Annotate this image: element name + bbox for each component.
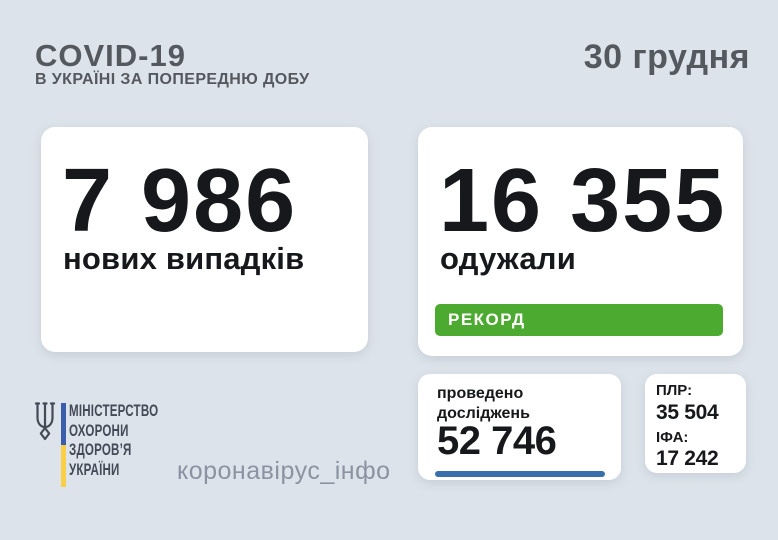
flag-divider: [61, 403, 66, 487]
report-date: 30 грудня: [583, 38, 750, 76]
new-cases-card: 7 986 нових випадків: [41, 127, 368, 352]
tests-card: проведено досліджень 52 746: [418, 374, 621, 480]
test-types-card: ПЛР: 35 504 ІФА: 17 242: [645, 374, 746, 473]
recovered-label: одужали: [440, 241, 576, 276]
record-badge: РЕКОРД: [435, 304, 723, 336]
ministry-line: МІНІСТЕРСТВО: [69, 401, 159, 420]
tests-label-line1: проведено: [437, 385, 524, 402]
new-cases-label: нових випадків: [63, 241, 305, 276]
pcr-value: 35 504: [656, 401, 719, 424]
ministry-line: ЗДОРОВ’Я: [69, 440, 132, 459]
new-cases-value: 7 986: [62, 151, 298, 251]
ministry-line: УКРАЇНИ: [69, 459, 120, 479]
tests-value: 52 746: [437, 419, 557, 463]
elisa-value: 17 242: [656, 447, 719, 470]
ministry-line: ОХОРОНИ: [69, 420, 129, 440]
page-subtitle: В УКРАЇНІ ЗА ПОПЕРЕДНЮ ДОБУ: [35, 71, 310, 88]
tests-label: проведено досліджень: [437, 384, 530, 423]
channel-name: коронавірус_інфо: [177, 457, 391, 485]
tests-label-line2: досліджень: [437, 404, 530, 422]
page-title: COVID-19: [35, 38, 186, 73]
progress-underline-bar: [435, 471, 605, 477]
pcr-label: ПЛР:: [656, 382, 693, 399]
recovered-value: 16 355: [439, 151, 727, 251]
recovered-card: 16 355 одужали РЕКОРД: [418, 127, 743, 356]
ministry-name: МІНІСТЕРСТВО ОХОРОНИ ЗДОРОВ’Я УКРАЇНИ: [69, 401, 158, 479]
elisa-label: ІФА:: [656, 429, 689, 446]
ukraine-trident-icon: [33, 401, 57, 448]
